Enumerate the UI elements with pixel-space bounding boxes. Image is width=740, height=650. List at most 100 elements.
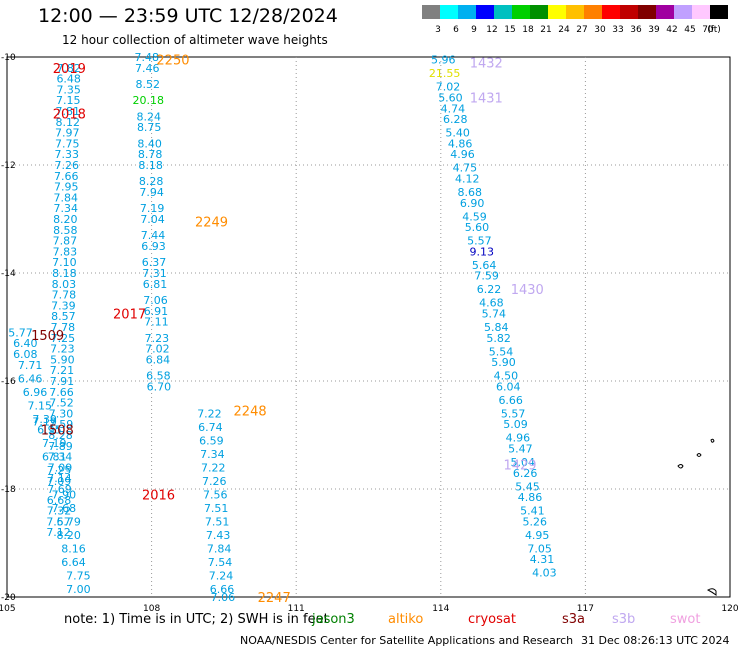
wave-height-value: 7.43	[206, 529, 231, 542]
satellite-legend-s3b: s3b	[612, 612, 636, 627]
page-title: 12:00 — 23:59 UTC 12/28/2024	[38, 5, 338, 27]
wave-height-value: 7.30	[49, 407, 74, 420]
page-subtitle: 12 hour collection of altimeter wave hei…	[62, 33, 328, 47]
wave-height-value: 4.31	[530, 553, 555, 566]
wave-height-value: 6.58	[146, 370, 171, 383]
y-tick-label: -10	[1, 53, 16, 63]
wave-height-value: 7.54	[208, 556, 233, 569]
wave-height-value: 7.83	[53, 245, 78, 258]
wave-height-value: 8.03	[52, 278, 77, 291]
wave-height-value: 7.12	[46, 526, 71, 539]
color-swatch	[638, 5, 656, 19]
color-swatch	[548, 5, 566, 19]
wave-height-value: 8.78	[138, 148, 163, 161]
wave-height-value: 5.57	[501, 407, 526, 420]
pass-number-label: 2017	[113, 308, 146, 323]
wave-height-value: 7.44	[141, 229, 166, 242]
wave-height-value: 7.91	[50, 375, 75, 388]
wave-height-value: 8.18	[52, 267, 77, 280]
wave-height-value: 5.04	[510, 456, 535, 469]
wave-height-value: 7.19	[42, 437, 67, 450]
color-swatch	[494, 5, 512, 19]
wave-height-value: 7.89	[48, 440, 73, 453]
plot-frame	[6, 56, 731, 598]
y-tick-label: -12	[1, 161, 16, 171]
color-scale-label: 21	[540, 25, 551, 35]
generated-timestamp: 31 Dec 08:26:13 UTC 2024	[581, 634, 730, 647]
pass-number-label: 1430	[511, 283, 544, 298]
wave-height-value: 6.66	[210, 583, 235, 596]
wave-height-value: 7.34	[48, 451, 73, 464]
x-tick-label: 111	[288, 604, 305, 614]
wave-height-value: 4.96	[450, 148, 475, 161]
x-tick-label: 117	[577, 604, 594, 614]
wave-height-value: 8.28	[48, 429, 73, 442]
wave-height-value: 4.95	[525, 529, 550, 542]
wave-height-value: 7.59	[49, 418, 74, 431]
wave-height-value: 6.40	[13, 337, 38, 350]
wave-height-value: 7.04	[140, 213, 165, 226]
wave-height-value: 5.96	[431, 54, 456, 67]
color-scale-label: 24	[558, 25, 570, 35]
wave-height-value: 7.23	[50, 343, 75, 356]
wave-height-value: 5.54	[489, 345, 514, 358]
wave-height-value: 5.40	[445, 127, 470, 140]
wave-height-value: 7.14	[47, 472, 72, 485]
wave-height-map: 105 108 111 114 117 120 -10 -12 -14 -16 -18 -20 7.82…	[0, 51, 739, 614]
y-tick-label: -18	[1, 485, 16, 495]
color-scale-label: (ft)	[707, 25, 721, 35]
wave-height-value: 4.86	[448, 137, 473, 150]
wave-height-value: 4.86	[518, 491, 543, 504]
pass-number-label: 2247	[258, 591, 291, 606]
color-scale-label: 39	[648, 25, 660, 35]
wave-height-value: 5.74	[482, 308, 507, 321]
wave-height-value: 6.22	[477, 283, 502, 296]
color-scale-label: 18	[522, 25, 534, 35]
wave-height-value: 8.68	[457, 186, 482, 199]
wave-height-value: 7.00	[66, 583, 91, 596]
wave-height-value: 7.51	[205, 515, 230, 528]
wave-height-value: 7.75	[55, 137, 80, 150]
satellite-legend-jason3: jason3	[312, 612, 355, 627]
color-scale-label: 42	[666, 25, 677, 35]
y-tick-label: -14	[1, 269, 16, 279]
wave-height-value: 7.51	[204, 502, 229, 515]
color-swatch	[620, 5, 638, 19]
color-scale-label: 12	[486, 25, 497, 35]
wave-height-value: 7.02	[436, 81, 461, 94]
wave-height-value: 5.90	[50, 353, 75, 366]
wave-height-value: 7.19	[32, 416, 57, 429]
wave-height-value: 5.45	[515, 480, 540, 493]
wave-height-value: 7.22	[201, 461, 226, 474]
wave-height-value: 7.84	[54, 191, 79, 204]
color-scale-label: 3	[435, 25, 441, 35]
satellite-legend-s3a: s3a	[562, 612, 586, 627]
wave-height-value: 5.64	[472, 259, 497, 272]
color-swatch	[602, 5, 620, 19]
pass-number-label: 2249	[195, 216, 228, 231]
wave-height-value: 4.96	[506, 432, 531, 445]
wave-height-value: 6.70	[147, 380, 172, 393]
y-tick-label: -20	[1, 593, 16, 603]
wave-height-value: 7.09	[48, 461, 73, 474]
wave-height-value: 7.66	[54, 170, 79, 183]
wave-height-value: 6.64	[61, 556, 86, 569]
color-swatch	[566, 5, 584, 19]
wave-height-value: 8.40	[137, 137, 162, 150]
pass-number-label: 1432	[470, 56, 503, 71]
color-swatch	[674, 5, 692, 19]
color-swatch	[512, 5, 530, 19]
wave-height-value: 5.60	[438, 92, 463, 105]
color-scale-legend: 3 6 9 12 15 18 21 24 27 30 33 36 39 42 45 70(ft)	[422, 5, 728, 35]
satellite-legend-altiko: altiko	[388, 612, 424, 627]
color-swatch	[422, 5, 440, 19]
wave-height-value: 7.05	[527, 542, 552, 555]
wave-height-value: 6.26	[513, 467, 538, 480]
wave-height-value: 6.48	[56, 73, 81, 86]
color-scale-label: 30	[594, 25, 606, 35]
wave-height-value: 7.22	[197, 407, 222, 420]
wave-height-value: 7.97	[55, 127, 80, 140]
wave-height-value: 4.59	[462, 210, 487, 223]
wave-height-value: 6.46	[18, 372, 43, 385]
